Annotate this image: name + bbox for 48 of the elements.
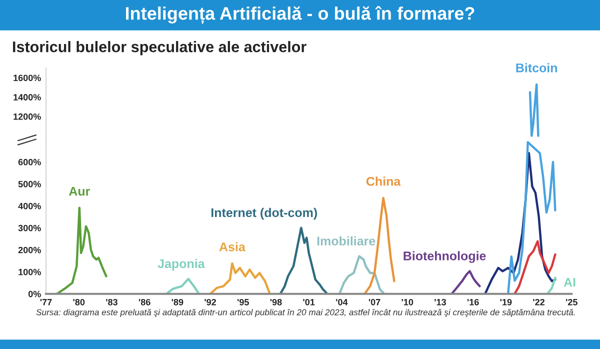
y-tick-label: 100%	[18, 268, 41, 276]
series-label: Japonia	[158, 258, 205, 271]
x-tick-label: '89	[172, 298, 184, 306]
line-series	[56, 206, 108, 294]
series-label: China	[366, 176, 401, 186]
x-tick-label: '13	[434, 298, 446, 306]
x-tick-label: '80	[73, 298, 85, 306]
x-tick-label: '22	[533, 298, 545, 306]
y-tick-label: 1400%	[14, 94, 41, 100]
line-series	[165, 278, 200, 294]
x-tick-label: '10	[402, 298, 414, 306]
x-tick-label: '19	[500, 298, 512, 306]
series-label: Aur	[68, 186, 90, 196]
x-tick-label: '95	[238, 298, 249, 306]
chart-subtitle: Istoricul bulelor speculative ale activelor	[13, 41, 306, 56]
x-tick-label: '01	[303, 298, 315, 306]
x-tick-label: '86	[138, 298, 150, 306]
x-tick-label: '98	[270, 298, 282, 306]
y-tick-label: 300%	[18, 224, 41, 232]
line-series	[514, 240, 556, 294]
x-tick-label: '07	[368, 298, 380, 306]
series-label: AI	[564, 278, 576, 287]
x-tick-label: '04	[336, 298, 348, 306]
line-series	[338, 255, 384, 294]
line-series	[484, 152, 556, 294]
y-tick-label: 200%	[18, 246, 41, 254]
x-tick-label: '16	[467, 298, 479, 306]
line-series	[209, 262, 271, 294]
line-series	[450, 270, 481, 294]
series-label: Asia	[219, 242, 246, 252]
series-label: Internet (dot-com)	[211, 208, 317, 220]
y-tick-label: 400%	[18, 202, 41, 210]
series-label: Biotehnologie	[404, 251, 486, 263]
y-tick-label: 0%	[28, 290, 41, 298]
y-tick-label: 1600%	[14, 74, 41, 82]
chart-title: Inteligența Artificială - o bulă în formare?	[126, 6, 474, 24]
x-tick-label: '92	[204, 298, 216, 306]
text: Sursa: diagrama este preluată şi adaptată dintr-un articol publicat în 20 mai 2023, astfel încât nu ilustrează şi creşterile de săptămâna trecută.	[36, 308, 575, 317]
y-tick-label: 600%	[18, 158, 41, 166]
series-label: Imobiliare	[317, 236, 376, 246]
y-tick-label: 500%	[18, 180, 41, 188]
x-tick-label: '77	[40, 299, 52, 306]
line-series	[528, 83, 540, 137]
x-tick-label: '83	[106, 298, 118, 306]
y-tick-label: 1200%	[14, 113, 41, 120]
series-label: Bitcoin	[516, 63, 557, 72]
line-series	[507, 141, 556, 294]
x-tick-label: '25	[566, 298, 578, 306]
